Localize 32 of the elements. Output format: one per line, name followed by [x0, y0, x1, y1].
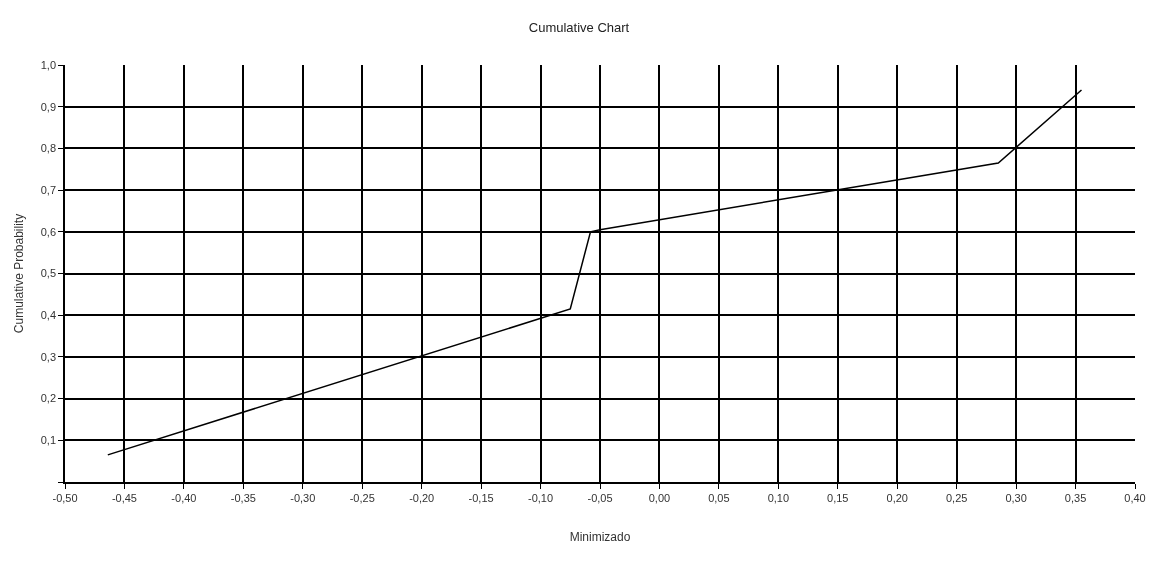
x-tick-label: -0,15 [468, 491, 494, 504]
y-tick-label: 0,1 [40, 434, 57, 447]
x-tick-label: 0,40 [1124, 491, 1146, 504]
x-tick-label: 0,30 [1005, 491, 1027, 504]
x-tick-label: -0,05 [587, 491, 613, 504]
x-tick-label: 0,00 [648, 491, 671, 504]
x-tick-label: -0,20 [409, 491, 435, 504]
y-tick-label: 0,5 [40, 267, 57, 280]
x-tick-label: -0,10 [528, 491, 554, 504]
x-tick-label: 0,15 [827, 491, 849, 504]
x-tick-label: 0,05 [708, 491, 730, 504]
x-tick-label: 0,10 [767, 491, 790, 504]
x-tick-label: -0,45 [111, 491, 137, 504]
x-tick-label: -0,35 [230, 491, 256, 504]
x-tick-label: -0,30 [290, 491, 316, 504]
y-tick-label: 0,6 [40, 225, 57, 238]
chart-title: Cumulative Chart [528, 19, 630, 35]
y-tick-label: 0,2 [40, 392, 57, 405]
x-tick-label: 0,20 [886, 491, 908, 504]
y-tick-label: 0,8 [40, 142, 57, 155]
y-tick-label: 1,0 [40, 58, 57, 71]
y-tick-label: 0,7 [40, 183, 57, 196]
x-tick-label: 0,25 [945, 491, 968, 504]
y-tick-label: 0,4 [40, 309, 57, 322]
y-tick-label: 0,3 [40, 350, 57, 363]
x-axis-title: Minimizado [569, 530, 631, 545]
x-tick-label: -0,25 [349, 491, 375, 504]
x-tick-label: -0,40 [171, 491, 197, 504]
x-tick-label: 0,35 [1064, 491, 1087, 504]
x-tick-label: -0,50 [52, 491, 78, 504]
y-axis-title: Cumulative Probability [11, 213, 26, 334]
y-tick-label: 0,9 [40, 100, 57, 113]
